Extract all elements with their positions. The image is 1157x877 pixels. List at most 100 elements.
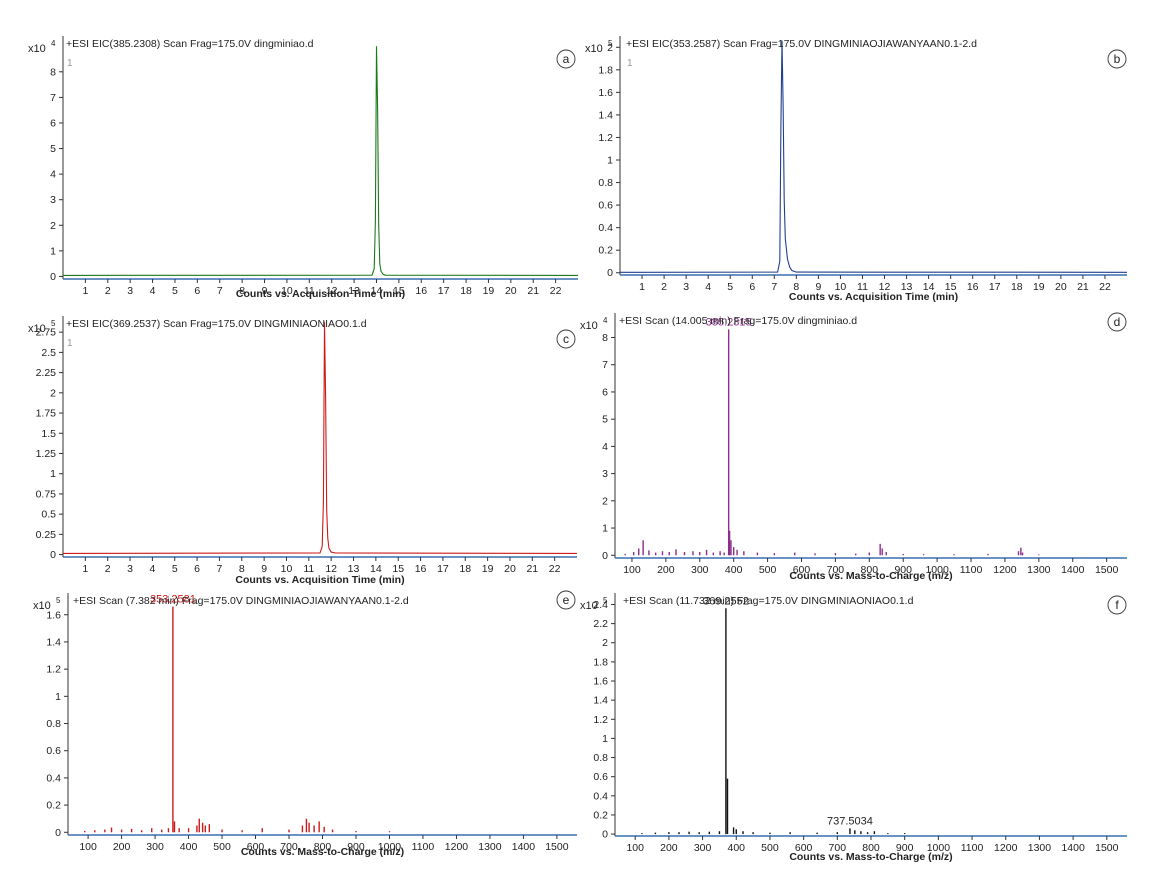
panel-a-letter-circle: [556, 49, 576, 69]
panel-b-eic-chromatogram: 00.20.40.60.811.21.41.61.821 2 3 4 5 6 7 8 9 10 11…: [585, 36, 1128, 303]
panel-e-y-multiplier: x10: [33, 600, 51, 612]
panel-b-letter-circle: [1107, 49, 1127, 69]
y-tick-label: 8: [602, 332, 608, 344]
y-tick-label: 2: [50, 387, 56, 399]
x-tick-label: 1500: [1095, 842, 1119, 854]
x-tick-label: 4: [150, 285, 156, 297]
y-tick-label: 0.4: [46, 772, 61, 784]
y-tick-label: 0.8: [598, 177, 613, 189]
y-tick-label: 0.6: [46, 745, 61, 757]
panel-d-x-axis-label: Counts vs. Mass-to-Charge (m/z): [789, 570, 952, 582]
x-tick-label: 10: [835, 281, 847, 293]
x-tick-label: 5: [727, 281, 733, 293]
x-tick-label: 1500: [545, 841, 569, 853]
x-tick-label: 22: [1099, 281, 1111, 293]
x-tick-label: 1000: [927, 842, 951, 854]
x-tick-label: 17: [989, 281, 1001, 293]
panel-e-x-axis-label: Counts vs. Mass-to-Charge (m/z): [241, 846, 404, 858]
y-tick-label: 0.8: [593, 752, 608, 764]
x-tick-label: 1: [82, 563, 88, 575]
x-tick-label: 700: [829, 842, 847, 854]
y-tick-label: 1.4: [46, 636, 61, 648]
x-tick-label: 14: [371, 285, 383, 297]
x-tick-label: 18: [459, 563, 471, 575]
x-tick-label: 1500: [1095, 564, 1119, 576]
panel-b-letter-badge: b: [1107, 49, 1127, 69]
x-tick-label: 20: [1055, 281, 1067, 293]
x-tick-label: 1100: [412, 841, 435, 853]
x-tick-label: 22: [549, 563, 561, 575]
x-tick-label: 1400: [512, 841, 536, 853]
x-tick-label: 19: [482, 563, 494, 575]
x-tick-label: 2: [105, 563, 111, 575]
panel-c-trace: [62, 321, 578, 554]
panel-c-title: +ESI EIC(369.2537) Scan Frag=175.0V DING…: [66, 318, 367, 330]
y-tick-label: 2: [50, 220, 56, 232]
x-tick-label: 18: [1011, 281, 1023, 293]
x-tick-label: 17: [437, 563, 449, 575]
y-tick-label: 1.2: [46, 664, 61, 676]
panel-e-letter-circle: [556, 590, 576, 610]
y-tick-label: 0.5: [41, 509, 56, 521]
panel-f-title: +ESI Scan (11.732 min) Frag=175.0V DINGM…: [623, 595, 914, 607]
y-tick-label: 0.6: [593, 771, 608, 783]
y-tick-label: 1.6: [593, 676, 608, 688]
x-tick-label: 20: [505, 285, 517, 297]
panel-d-title: +ESI Scan (14.005 min) Frag=175.0V dingm…: [619, 315, 857, 327]
x-tick-label: 13: [348, 563, 360, 575]
x-tick-label: 5: [172, 285, 178, 297]
panel-d-letter-circle: [1107, 312, 1127, 332]
panel-c-letter-badge: c: [556, 329, 576, 349]
peak-label: 353.2581: [150, 594, 196, 606]
panel-a-y-scale: x10 4: [28, 39, 56, 55]
panel-c-y-exponent: 5: [51, 319, 56, 328]
panel-d-y-scale: x10 4: [580, 316, 608, 332]
panel-a-y-exponent: 4: [51, 39, 56, 48]
peak-label: 369.2552: [703, 595, 749, 607]
x-tick-label: 400: [725, 564, 743, 576]
panel-c-x-axis-label: Counts vs. Acquisition Time (min): [235, 574, 404, 586]
panel-e-title: +ESI Scan (7.382 min) Frag=175.0V DINGMI…: [73, 595, 409, 607]
y-tick-label: 7: [602, 359, 608, 371]
x-tick-label: 19: [483, 285, 495, 297]
y-tick-label: 0: [607, 267, 613, 279]
x-tick-label: 3: [683, 281, 689, 293]
x-tick-label: 200: [657, 564, 675, 576]
y-tick-label: 0.2: [598, 245, 613, 257]
y-tick-label: 1: [602, 523, 608, 535]
x-tick-label: 7: [217, 563, 223, 575]
x-tick-label: 19: [1033, 281, 1045, 293]
x-tick-label: 15: [393, 285, 405, 297]
x-tick-label: 8: [239, 285, 245, 297]
x-tick-label: 13: [901, 281, 913, 293]
x-tick-label: 4: [149, 563, 155, 575]
x-tick-label: 600: [795, 842, 813, 854]
y-tick-label: 1: [602, 733, 608, 745]
panel-a-title: +ESI EIC(385.2308) Scan Frag=175.0V ding…: [66, 38, 314, 50]
x-tick-label: 500: [213, 841, 231, 853]
panel-e-letter: e: [563, 593, 570, 607]
x-tick-label: 11: [303, 563, 314, 575]
x-tick-label: 10: [281, 563, 293, 575]
y-tick-label: 6: [50, 117, 56, 129]
panel-a-y-multiplier: x10: [28, 43, 46, 55]
peak-label: 385.2315: [706, 316, 752, 328]
y-tick-label: 4: [602, 441, 608, 453]
y-tick-label: 1: [50, 468, 56, 480]
x-tick-label: 10: [281, 285, 293, 297]
x-tick-label: 800: [861, 564, 879, 576]
x-tick-label: 6: [194, 563, 200, 575]
x-tick-label: 22: [550, 285, 562, 297]
panel-a-letter-badge: a: [556, 49, 576, 69]
y-tick-label: 1.6: [598, 87, 613, 99]
y-tick-label: 1.8: [598, 64, 613, 76]
y-tick-label: 0.75: [36, 488, 57, 500]
y-tick-label: 0: [602, 829, 608, 841]
x-tick-label: 7: [771, 281, 777, 293]
x-tick-label: 500: [759, 564, 777, 576]
panel-b-y-scale: x10 5: [585, 39, 613, 55]
y-tick-label: 0.2: [46, 800, 61, 812]
x-tick-label: 1100: [960, 564, 983, 576]
x-tick-label: 1300: [1027, 564, 1051, 576]
